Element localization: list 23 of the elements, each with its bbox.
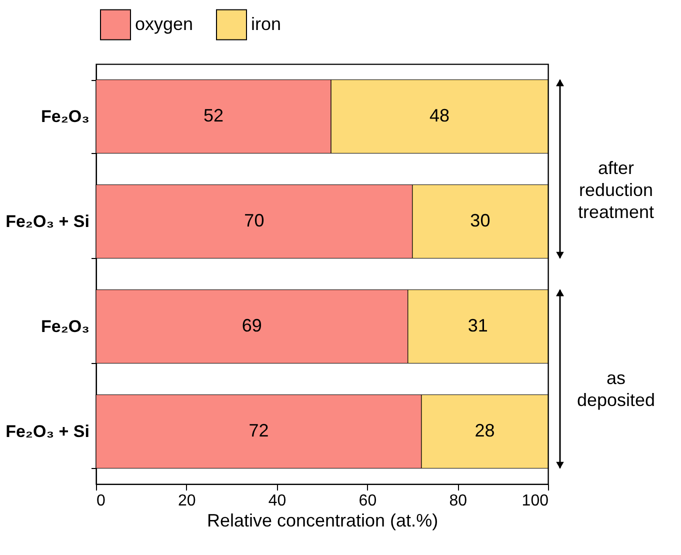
x-tick-label: 0 bbox=[96, 492, 106, 510]
x-tick-label: 80 bbox=[449, 492, 468, 510]
x-axis-title: Relative concentration (at.%) bbox=[206, 510, 438, 530]
x-tick-label: 60 bbox=[358, 492, 377, 510]
data-label: 28 bbox=[474, 420, 495, 440]
text: as deposited bbox=[576, 368, 656, 410]
x-tick-label: 40 bbox=[268, 492, 286, 510]
data-label: 69 bbox=[242, 316, 262, 336]
x-tick-label: 100 bbox=[522, 492, 549, 510]
legend-label: oxygen bbox=[135, 14, 194, 34]
y-tick-label: Fe₂O₃ + Si bbox=[6, 212, 90, 231]
data-label: 70 bbox=[244, 210, 264, 230]
data-label: 31 bbox=[468, 316, 488, 336]
y-tick-label: Fe₂O₃ + Si bbox=[6, 422, 90, 441]
y-tick-label: Fe₂O₃ bbox=[41, 107, 90, 126]
y-tick-label: Fe₂O₃ bbox=[41, 317, 90, 336]
data-label: 52 bbox=[204, 106, 224, 126]
text: after reduction treatment bbox=[578, 158, 654, 222]
legend-label: iron bbox=[251, 14, 282, 34]
data-label: 48 bbox=[430, 106, 450, 126]
data-label: 72 bbox=[248, 420, 269, 440]
data-label: 30 bbox=[470, 210, 490, 230]
x-tick-label: 20 bbox=[178, 492, 196, 510]
